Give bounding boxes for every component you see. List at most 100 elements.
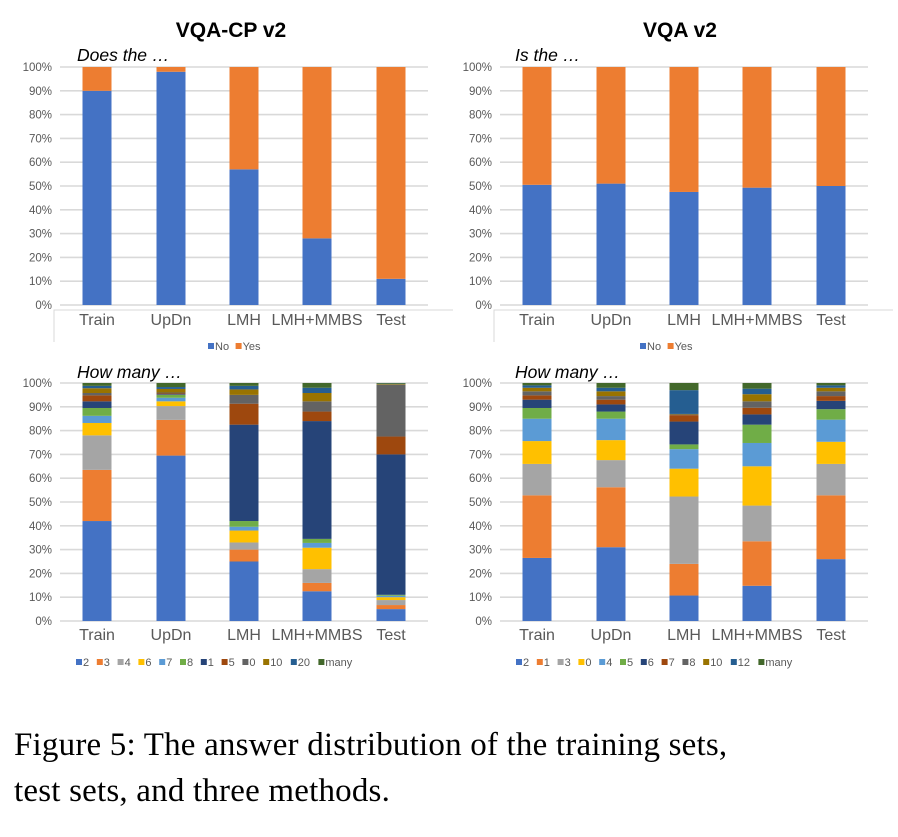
bar-lmh-8 [229, 521, 259, 527]
bar-test-3 [376, 605, 406, 610]
x-tick-label: LMH+MMBS [711, 627, 802, 644]
bar-test-no [376, 278, 406, 305]
x-tick-label: Test [816, 627, 846, 644]
bar-test-4 [816, 419, 846, 442]
legend-label: 7 [669, 657, 675, 669]
bar-train-1 [82, 401, 112, 408]
y-tick-label: 0% [35, 300, 52, 312]
bar-test-7 [816, 396, 846, 401]
bar-test-yes [376, 67, 406, 279]
bar-lmh-mmbs-0 [302, 401, 332, 412]
y-tick-label: 60% [29, 157, 52, 169]
bar-lmh-mmbs-0 [742, 466, 772, 506]
bar-updn-5 [156, 393, 186, 395]
bar-lmh-mmbs-1 [302, 421, 332, 539]
legend-label: 0 [249, 657, 255, 669]
bar-test-8 [376, 594, 406, 596]
y-tick-label: 80% [29, 110, 52, 122]
legend-swatch [578, 659, 585, 665]
bar-train-0 [82, 392, 112, 396]
y-tick-label: 90% [469, 86, 492, 98]
y-tick-label: 70% [29, 133, 52, 145]
legend-swatch [318, 659, 325, 665]
bar-test-1 [376, 454, 406, 595]
bar-updn-5 [596, 411, 626, 419]
legend-swatch [536, 659, 543, 665]
bar-test-6 [816, 400, 846, 410]
legend-label: 4 [606, 657, 612, 669]
y-tick-label: 70% [469, 133, 492, 145]
bar-lmh-mmbs-no [742, 187, 772, 305]
y-tick-label: 20% [469, 252, 492, 264]
y-tick-label: 40% [29, 205, 52, 217]
bar-lmh-0 [669, 468, 699, 497]
x-tick-label: LMH+MMBS [271, 312, 362, 329]
x-tick-label: Test [376, 627, 406, 644]
y-tick-label: 60% [29, 473, 52, 485]
chart-2: 0% 10% 20% 30% 40% 50% 60% 70% 80% 90% 100% Is the … [463, 45, 893, 353]
bar-train-6 [82, 422, 112, 436]
bar-train-0 [522, 441, 552, 464]
bar-updn-20 [156, 387, 186, 389]
legend-swatch [208, 343, 214, 349]
legend-label: 10 [270, 657, 282, 669]
legend-label: 0 [585, 657, 591, 669]
x-tick-label: Test [376, 312, 406, 329]
bar-train-no [522, 184, 552, 305]
legend-swatch [730, 659, 737, 665]
bar-updn-yes [596, 67, 626, 184]
bar-lmh-3 [229, 549, 259, 562]
bar-test-5 [816, 409, 846, 420]
chart-4: 0% 10% 20% 30% 40% 50% 60% 70% 80% 90% 100% How man… [463, 362, 868, 669]
y-tick-label: 40% [469, 205, 492, 217]
bar-train-7 [522, 395, 552, 400]
bar-updn-3 [156, 419, 186, 456]
bar-lmh-mmbs-many [742, 383, 772, 389]
bar-updn-8 [596, 396, 626, 400]
bar-train-4 [522, 418, 552, 442]
bar-lmh-2 [669, 595, 699, 621]
y-tick-label: 30% [469, 545, 492, 557]
legend-swatch [516, 659, 522, 665]
bar-train-5 [82, 395, 112, 402]
y-tick-label: 100% [23, 378, 52, 390]
bar-lmh-20 [229, 385, 259, 390]
legend-label: 1 [544, 657, 550, 669]
bar-lmh-yes [669, 67, 699, 192]
chart-subtitle: Is the … [515, 45, 580, 65]
y-tick-label: 90% [29, 402, 52, 414]
bar-test-7 [376, 595, 406, 598]
y-tick-label: 10% [469, 276, 492, 288]
x-tick-label: UpDn [151, 627, 192, 644]
chart-3: 0% 10% 20% 30% 40% 50% 60% 70% 80% 90% 100% How man… [23, 362, 428, 669]
bar-test-no [816, 186, 846, 305]
bar-lmh-mmbs-yes [302, 67, 332, 239]
bar-updn-1 [156, 394, 186, 395]
legend-label: 20 [298, 657, 310, 669]
legend-swatch [76, 659, 82, 665]
legend-swatch [235, 343, 242, 349]
bar-train-6 [522, 399, 552, 408]
x-tick-label: LMH [227, 312, 261, 329]
bar-train-12 [522, 385, 552, 388]
bar-updn-12 [596, 387, 626, 392]
x-tick-label: UpDn [591, 627, 632, 644]
y-tick-label: 30% [29, 229, 52, 241]
y-tick-label: 20% [469, 568, 492, 580]
legend-swatch [200, 659, 207, 665]
bar-lmh-5 [669, 444, 699, 450]
bar-train-10 [82, 388, 112, 393]
plot-frame [493, 309, 893, 342]
x-tick-label: UpDn [591, 312, 632, 329]
figure: VQA-CP v2 VQA v2 0%10%20%30%40%50%60%70%… [23, 19, 893, 669]
y-tick-label: 70% [29, 449, 52, 461]
legend-swatch [159, 659, 166, 665]
y-tick-label: 100% [463, 378, 492, 390]
legend-label: Yes [243, 341, 261, 353]
bar-lmh-no [669, 191, 699, 305]
bar-train-7 [82, 415, 112, 423]
bar-lmh-mmbs-12 [742, 388, 772, 395]
y-tick-label: 10% [29, 276, 52, 288]
legend-swatch [620, 659, 626, 665]
legend-swatch [667, 343, 674, 349]
